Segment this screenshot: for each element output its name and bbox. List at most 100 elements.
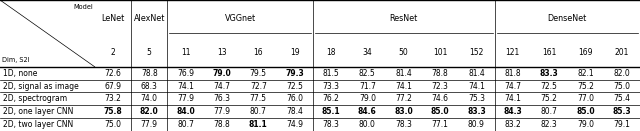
Text: 78.8: 78.8 [214, 120, 230, 129]
Text: 82.0: 82.0 [614, 69, 630, 78]
Text: 80.7: 80.7 [250, 107, 267, 116]
Text: 72.7: 72.7 [250, 82, 267, 91]
Text: 152: 152 [469, 48, 484, 57]
Text: 34: 34 [362, 48, 372, 57]
Text: 19: 19 [290, 48, 300, 57]
Text: 74.7: 74.7 [214, 82, 230, 91]
Text: 72.5: 72.5 [286, 82, 303, 91]
Text: 81.8: 81.8 [504, 69, 521, 78]
Text: 75.0: 75.0 [104, 120, 122, 129]
Text: 78.8: 78.8 [141, 69, 157, 78]
Text: 83.3: 83.3 [467, 107, 486, 116]
Text: 71.7: 71.7 [359, 82, 376, 91]
Text: 81.4: 81.4 [468, 69, 484, 78]
Text: 75.8: 75.8 [104, 107, 122, 116]
Text: VGGnet: VGGnet [225, 15, 256, 23]
Text: 77.2: 77.2 [396, 94, 412, 103]
Text: 78.4: 78.4 [286, 107, 303, 116]
Text: 16: 16 [253, 48, 263, 57]
Text: 50: 50 [399, 48, 408, 57]
Text: 84.0: 84.0 [176, 107, 195, 116]
Text: 79.5: 79.5 [250, 69, 267, 78]
Text: 79.0: 79.0 [359, 94, 376, 103]
Text: 75.4: 75.4 [613, 94, 630, 103]
Text: 84.3: 84.3 [504, 107, 522, 116]
Text: 2D, signal as image: 2D, signal as image [3, 82, 78, 91]
Text: 78.8: 78.8 [432, 69, 449, 78]
Text: 77.5: 77.5 [250, 94, 267, 103]
Text: 72.3: 72.3 [431, 82, 449, 91]
Text: 5: 5 [147, 48, 152, 57]
Text: 79.0: 79.0 [577, 120, 594, 129]
Text: 80.7: 80.7 [177, 120, 194, 129]
Text: 76.9: 76.9 [177, 69, 194, 78]
Text: Dim, S2I: Dim, S2I [2, 57, 29, 63]
Text: 2: 2 [111, 48, 115, 57]
Text: 82.3: 82.3 [541, 120, 557, 129]
Text: AlexNet: AlexNet [134, 15, 165, 23]
Text: 81.4: 81.4 [396, 69, 412, 78]
Text: 85.3: 85.3 [612, 107, 631, 116]
Text: 76.0: 76.0 [286, 94, 303, 103]
Text: 85.0: 85.0 [576, 107, 595, 116]
Text: 18: 18 [326, 48, 336, 57]
Text: 76.3: 76.3 [214, 94, 230, 103]
Text: 74.1: 74.1 [504, 94, 521, 103]
Text: 75.3: 75.3 [468, 94, 485, 103]
Text: 161: 161 [542, 48, 556, 57]
Text: 85.0: 85.0 [431, 107, 449, 116]
Text: 2D, one layer CNN: 2D, one layer CNN [3, 107, 73, 116]
Text: 77.9: 77.9 [177, 94, 194, 103]
Text: DenseNet: DenseNet [548, 15, 587, 23]
Text: 79.0: 79.0 [212, 69, 231, 78]
Text: 82.1: 82.1 [577, 69, 594, 78]
Text: 75.0: 75.0 [613, 82, 630, 91]
Text: 67.9: 67.9 [104, 82, 122, 91]
Text: 83.0: 83.0 [394, 107, 413, 116]
Text: 77.9: 77.9 [214, 107, 230, 116]
Text: 77.1: 77.1 [431, 120, 449, 129]
Text: 81.5: 81.5 [323, 69, 339, 78]
Text: 2D, two layer CNN: 2D, two layer CNN [3, 120, 73, 129]
Text: 80.0: 80.0 [359, 120, 376, 129]
Text: 78.3: 78.3 [323, 120, 339, 129]
Text: 77.9: 77.9 [141, 120, 157, 129]
Text: 72.5: 72.5 [541, 82, 557, 91]
Text: 201: 201 [614, 48, 629, 57]
Text: 13: 13 [217, 48, 227, 57]
Text: 85.1: 85.1 [322, 107, 340, 116]
Text: 11: 11 [181, 48, 190, 57]
Text: 74.0: 74.0 [141, 94, 157, 103]
Text: Model: Model [73, 4, 93, 10]
Text: 121: 121 [506, 48, 520, 57]
Text: 84.6: 84.6 [358, 107, 377, 116]
Text: 72.6: 72.6 [104, 69, 122, 78]
Text: 81.1: 81.1 [249, 120, 268, 129]
Text: 75.2: 75.2 [541, 94, 557, 103]
Text: LeNet: LeNet [101, 15, 125, 23]
Text: 79.1: 79.1 [613, 120, 630, 129]
Text: 68.3: 68.3 [141, 82, 157, 91]
Text: 73.3: 73.3 [323, 82, 339, 91]
Text: 79.3: 79.3 [285, 69, 304, 78]
Text: 77.0: 77.0 [577, 94, 594, 103]
Text: 75.2: 75.2 [577, 82, 594, 91]
Text: 74.1: 74.1 [396, 82, 412, 91]
Text: 83.3: 83.3 [540, 69, 559, 78]
Text: 83.2: 83.2 [504, 120, 521, 129]
Text: 80.9: 80.9 [468, 120, 485, 129]
Text: 76.2: 76.2 [323, 94, 339, 103]
Text: 80.7: 80.7 [541, 107, 557, 116]
Text: 73.2: 73.2 [104, 94, 122, 103]
Text: 82.5: 82.5 [359, 69, 376, 78]
Text: 78.3: 78.3 [396, 120, 412, 129]
Text: 74.1: 74.1 [468, 82, 485, 91]
Text: 1D, none: 1D, none [3, 69, 37, 78]
Text: 74.9: 74.9 [286, 120, 303, 129]
Text: 74.6: 74.6 [431, 94, 449, 103]
Text: 74.1: 74.1 [177, 82, 194, 91]
Text: 74.7: 74.7 [504, 82, 521, 91]
Text: 169: 169 [578, 48, 593, 57]
Text: ResNet: ResNet [390, 15, 418, 23]
Text: 101: 101 [433, 48, 447, 57]
